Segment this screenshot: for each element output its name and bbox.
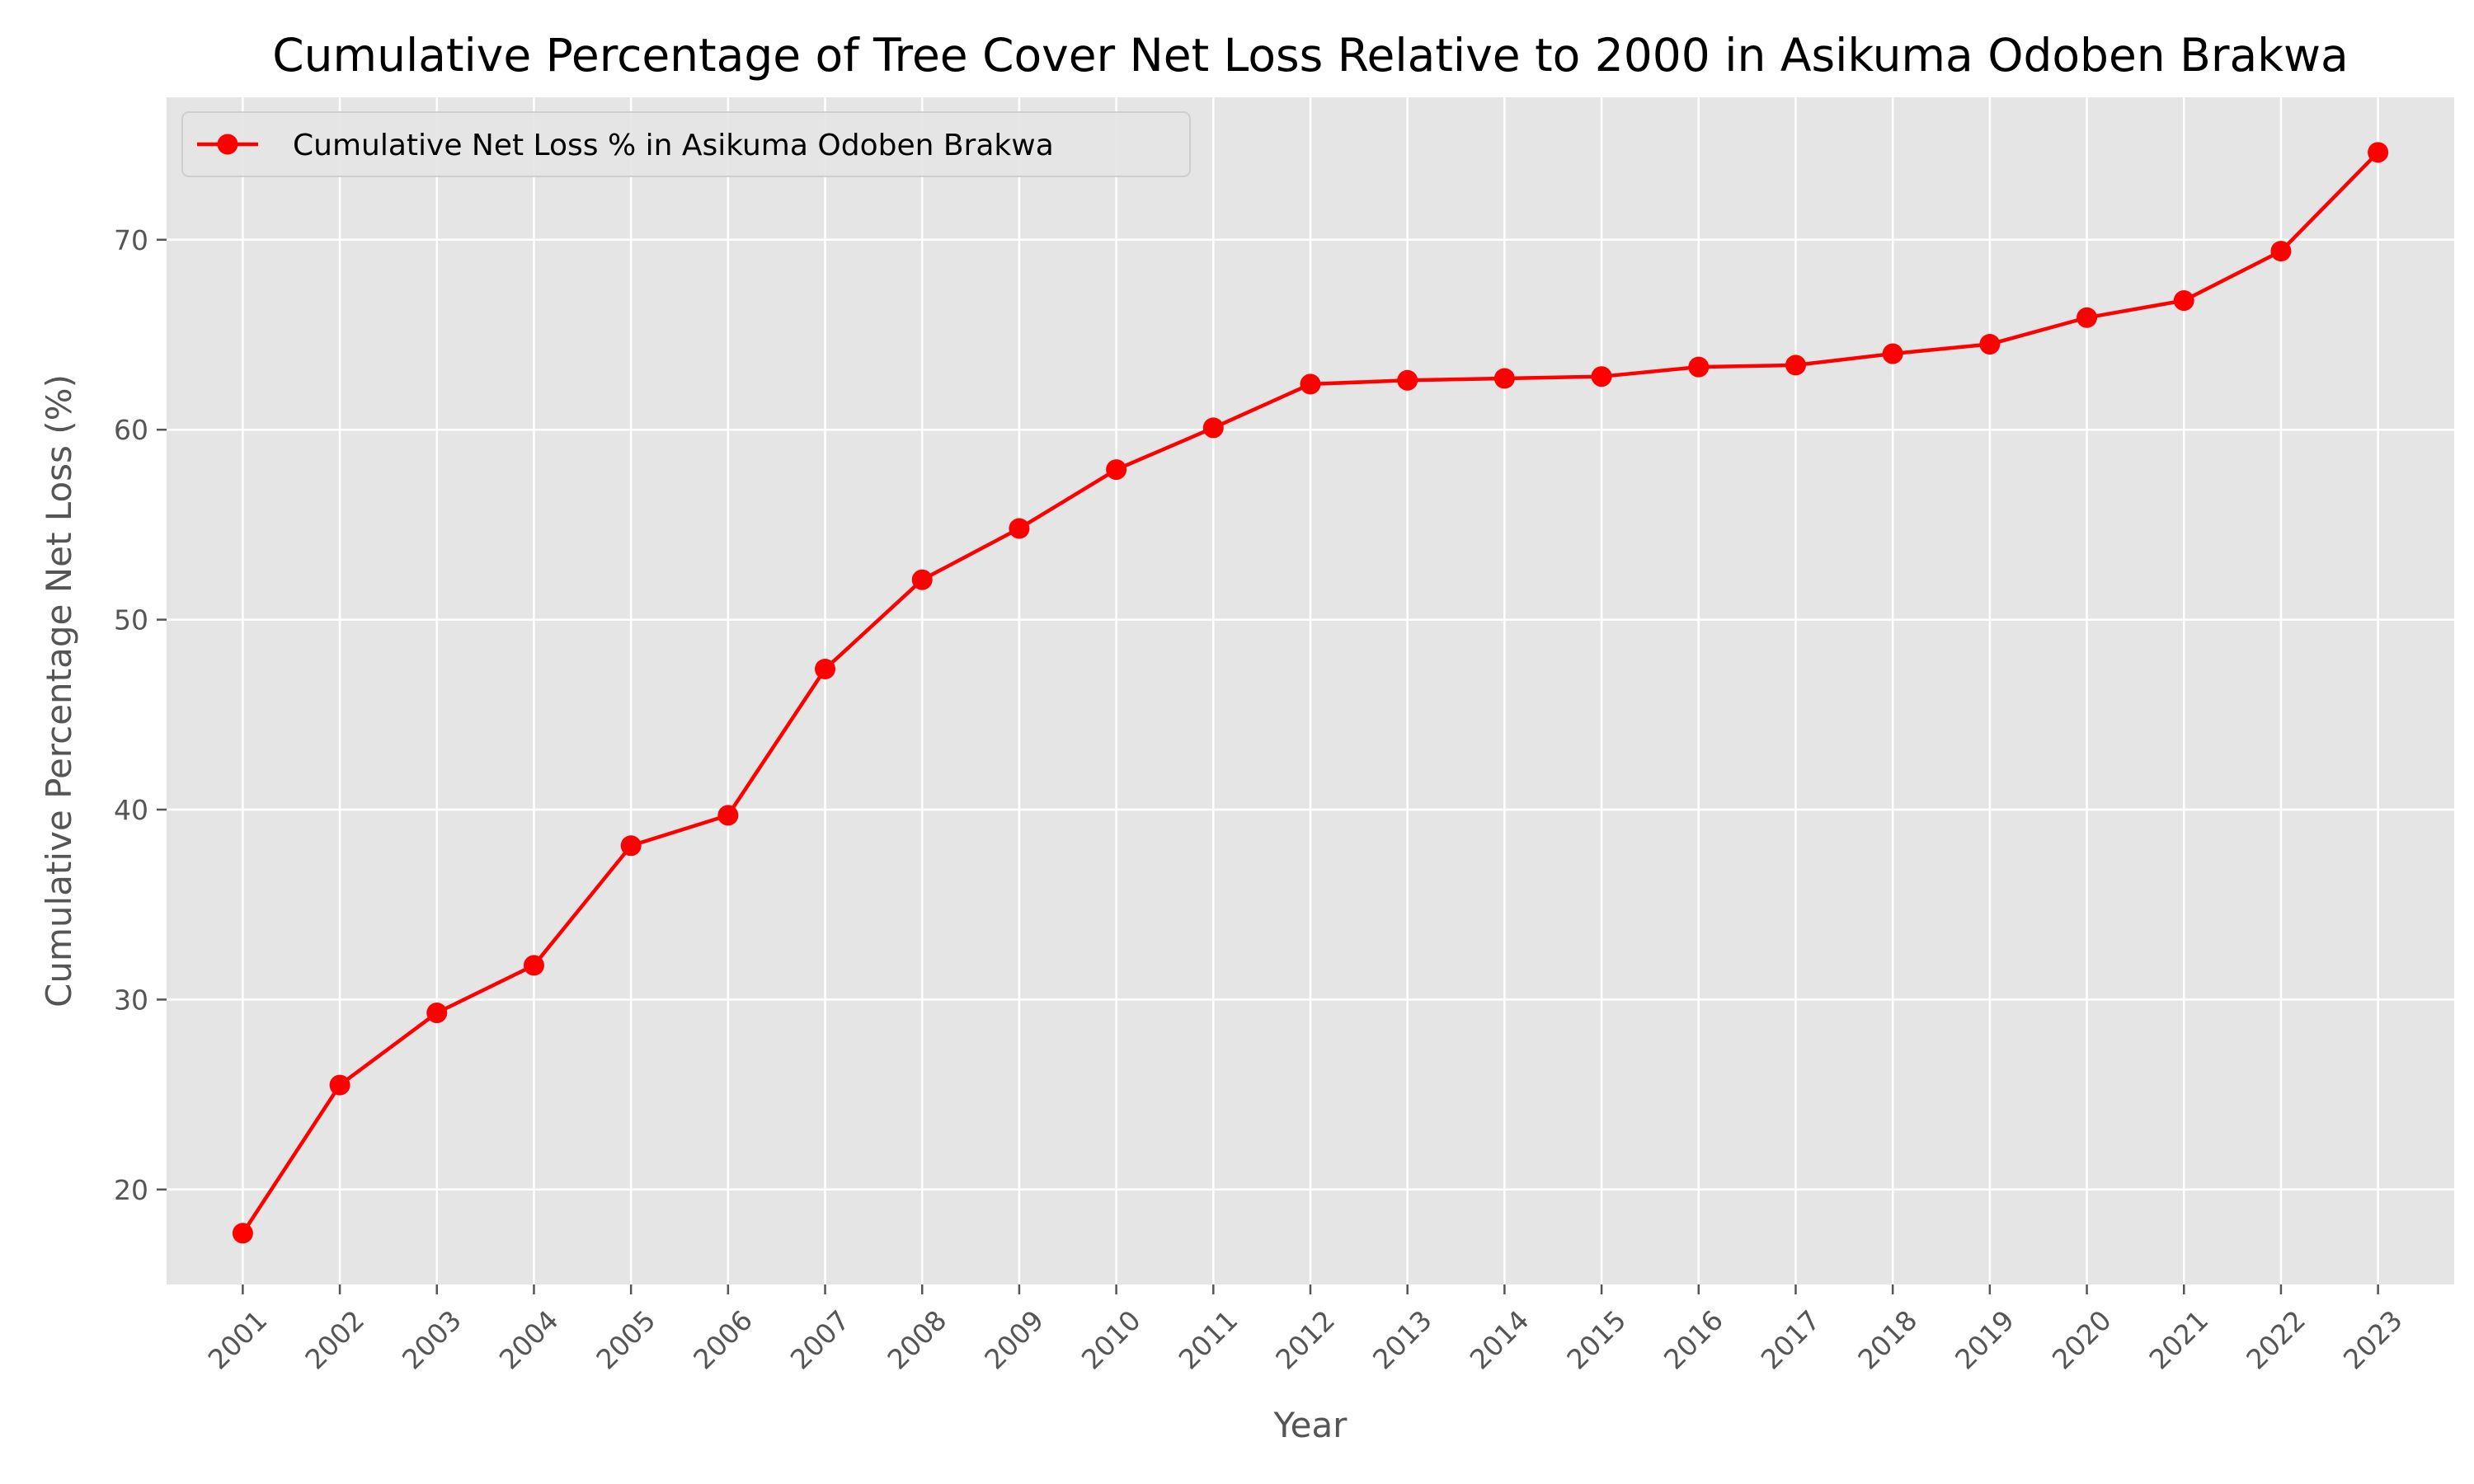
x-tick-label: 2001 [202,1304,274,1376]
data-point [1979,334,2001,355]
data-point [1882,343,1903,364]
x-tick-label: 2008 [881,1304,952,1376]
y-tick-label: 70 [114,224,148,256]
x-tick-label: 2017 [1755,1304,1827,1376]
x-tick-label: 2021 [2142,1304,2214,1376]
y-tick-label: 40 [114,794,148,826]
data-point [911,569,933,590]
data-point [815,659,836,680]
legend-box [181,111,1191,177]
legend-marker-swatch [217,134,238,155]
x-tick-label: 2009 [978,1304,1050,1376]
data-point [1106,459,1127,481]
y-tick-label: 50 [114,604,148,636]
data-point [426,1003,448,1024]
x-tick-label: 2012 [1269,1304,1341,1376]
data-point [1591,366,1612,387]
y-tick-label: 60 [114,414,148,446]
data-point [329,1074,350,1096]
data-point [2173,290,2194,312]
data-point [2077,307,2098,328]
y-axis-label: Cumulative Percentage Net Loss (%) [39,374,79,1007]
x-tick-label: 2014 [1464,1304,1536,1376]
data-point [1493,368,1515,389]
data-point [620,835,642,857]
data-point [2368,142,2389,163]
x-tick-label: 2011 [1173,1304,1244,1376]
grid-lines [167,97,2454,1284]
data-point [1688,356,1710,378]
x-tick-label: 2002 [299,1304,370,1376]
x-tick-label: 2023 [2337,1304,2409,1376]
x-tick-label: 2007 [784,1304,856,1376]
x-tick-label: 2005 [590,1304,661,1376]
x-tick-label: 2013 [1366,1304,1438,1376]
x-tick-label: 2022 [2240,1304,2312,1376]
x-tick-label: 2010 [1075,1304,1147,1376]
x-tick-label: 2015 [1560,1304,1632,1376]
chart-title: Cumulative Percentage of Tree Cover Net … [272,29,2348,82]
data-point [1397,369,1418,391]
data-point [232,1223,253,1244]
legend-entry-label: Cumulative Net Loss % in Asikuma Odoben … [293,129,1054,162]
data-point [523,955,544,976]
legend: Cumulative Net Loss % in Asikuma Odoben … [181,111,1191,177]
data-point [2270,241,2292,262]
x-tick-label: 2003 [396,1304,468,1376]
data-point [1300,373,1321,395]
y-tick-label: 20 [114,1174,148,1206]
x-tick-label: 2020 [2046,1304,2118,1376]
data-point [1202,417,1224,439]
x-tick-label: 2006 [687,1304,759,1376]
x-axis-label: Year [1273,1405,1348,1445]
series-layer [232,142,2389,1244]
data-point [1785,355,1806,376]
y-tick-label: 30 [114,984,148,1016]
x-tick-label: 2019 [1949,1304,2020,1376]
data-point [1009,518,1030,539]
x-tick-label: 2018 [1851,1304,1923,1376]
x-tick-label: 2016 [1658,1304,1729,1376]
data-point [717,805,739,826]
x-tick-label: 2004 [493,1304,565,1376]
